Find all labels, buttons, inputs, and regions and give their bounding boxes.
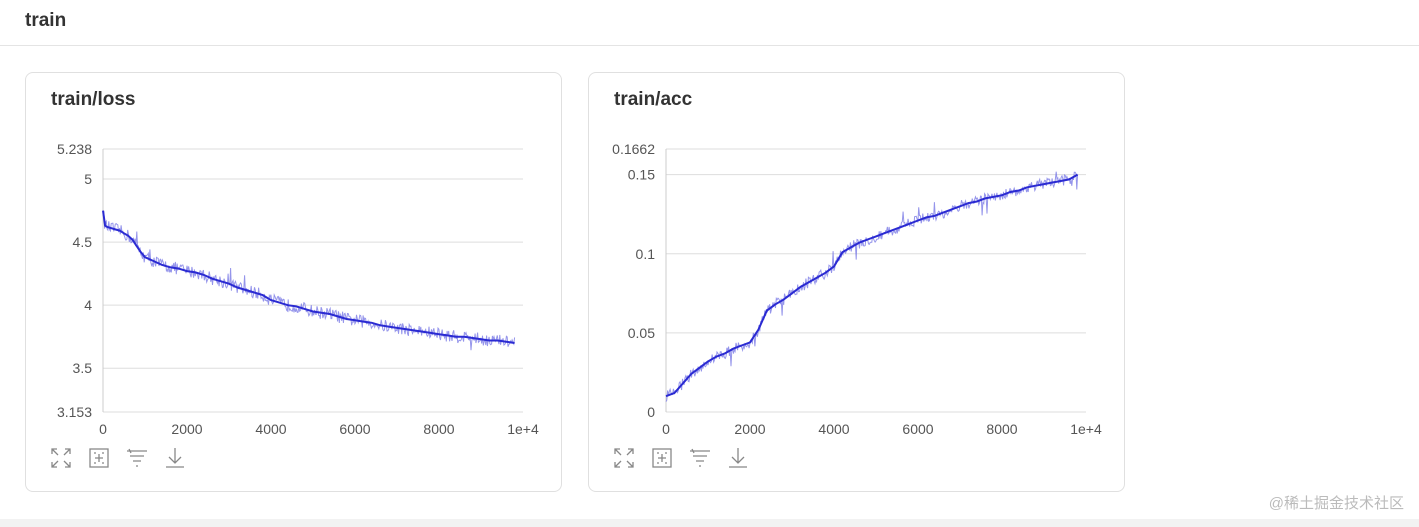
fullscreen-icon [51,448,71,468]
download-button[interactable] [725,445,751,471]
y-tick-label: 3.153 [57,404,92,420]
toggle-log-scale-button[interactable] [124,445,150,471]
toggle-log-scale-button[interactable] [687,445,713,471]
section-header: train [0,0,1419,46]
raw-series-line [102,210,516,351]
x-tick-label: 1e+4 [507,421,539,437]
fullscreen-button[interactable] [48,445,74,471]
y-tick-label: 4.5 [73,234,93,250]
y-tick-label: 0 [647,404,655,420]
series-line [665,173,1079,398]
y-tick-label: 4 [84,297,92,313]
chart-card-acc: train/acc 0 0.05 0.1 0.15 0.1662 0 2000 4000 600… [588,72,1125,492]
fit-domain-icon [652,448,672,468]
y-tick-label: 0.1662 [612,141,655,157]
section-title: train [25,10,67,31]
chart-title: train/acc [614,89,693,110]
fit-domain-button[interactable] [649,445,675,471]
x-tick-label: 6000 [902,421,933,437]
x-tick-label: 4000 [255,421,286,437]
y-tick-label: 5.238 [57,141,92,157]
chart-card-loss: train/loss 3.153 3.5 4 4.5 5 5.238 0 2000 4000 60… [25,72,562,492]
toggle-log-scale-icon [127,448,147,467]
loss-chart: 3.153 3.5 4 4.5 5 5.238 0 2000 4000 6000 8000 1e+4 [57,141,539,437]
fullscreen-icon [614,448,634,468]
y-tick-label: 0.15 [628,167,655,183]
raw-series-line [665,171,1079,402]
y-tick-label: 5 [84,171,92,187]
x-tick-label: 0 [99,421,107,437]
download-icon [729,448,747,468]
fullscreen-button[interactable] [611,445,637,471]
toggle-log-scale-icon [690,448,710,467]
x-tick-label: 2000 [734,421,765,437]
y-tick-label: 3.5 [73,360,93,376]
download-button[interactable] [162,445,188,471]
y-tick-label: 0.05 [628,325,655,341]
chart-title: train/loss [51,89,136,110]
x-tick-label: 6000 [339,421,370,437]
fit-domain-icon [89,448,109,468]
y-tick-label: 0.1 [636,246,656,262]
x-tick-label: 0 [662,421,670,437]
fit-domain-button[interactable] [86,445,112,471]
x-tick-label: 8000 [423,421,454,437]
x-tick-label: 1e+4 [1070,421,1102,437]
acc-chart: 0 0.05 0.1 0.15 0.1662 0 2000 4000 6000 8000 1e+4 [612,141,1102,437]
watermark: @稀土掘金技术社区 [1268,495,1404,512]
x-tick-label: 2000 [171,421,202,437]
series-line [102,210,515,344]
download-icon [166,448,184,468]
footer-strip [0,519,1419,527]
x-tick-label: 8000 [986,421,1017,437]
x-tick-label: 4000 [818,421,849,437]
